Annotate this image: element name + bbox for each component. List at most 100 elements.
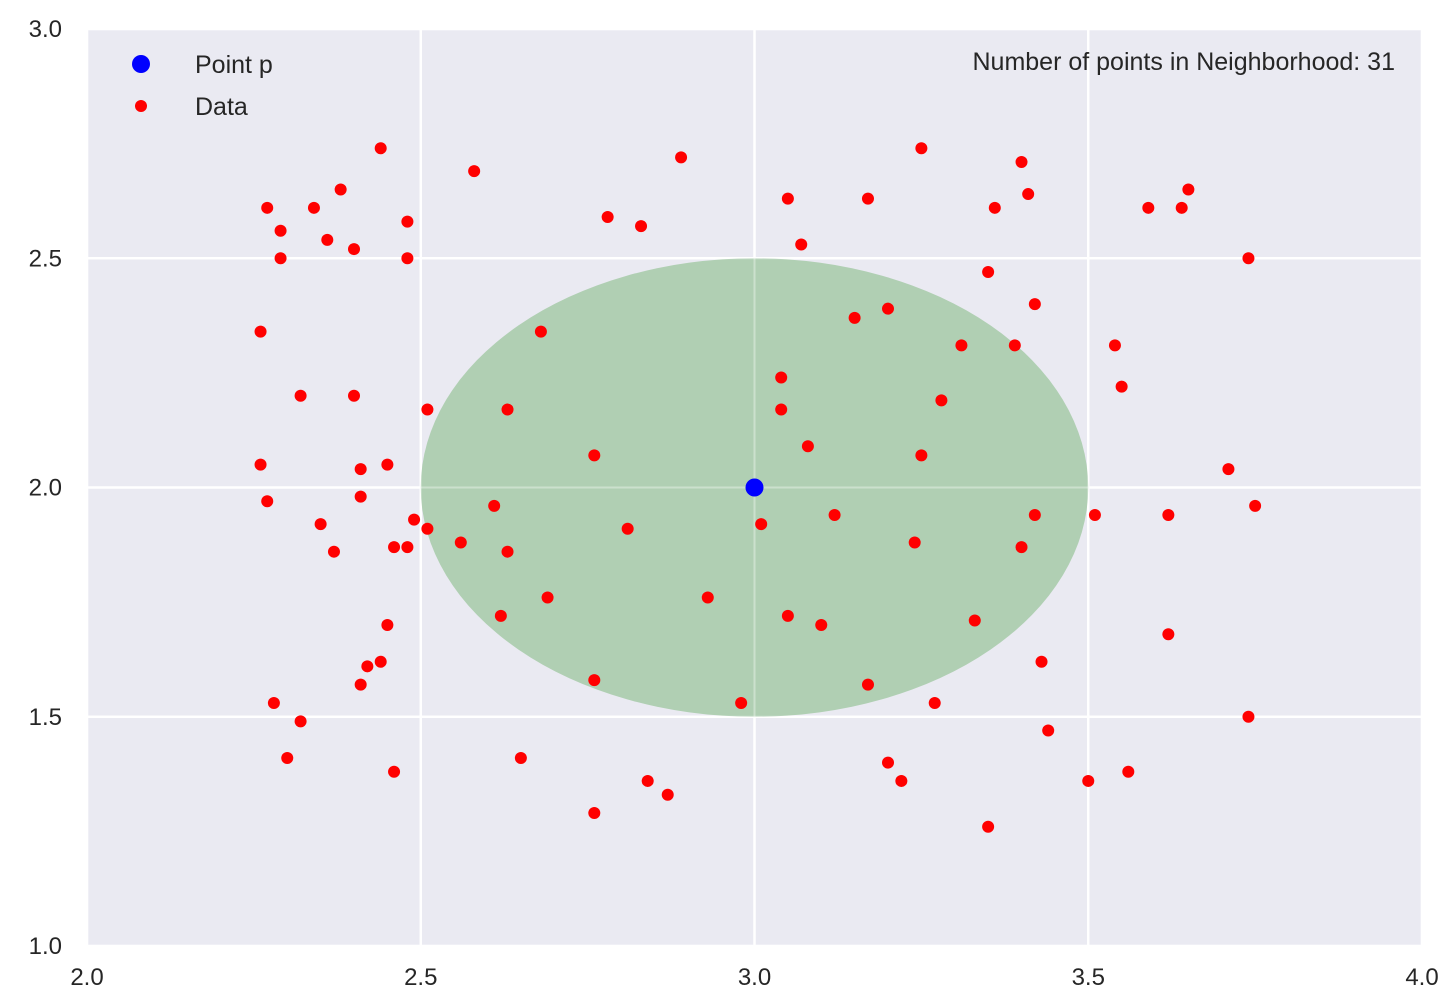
data-point [274,252,287,265]
data-point [928,696,941,709]
data-point [354,463,367,476]
data-point [321,233,334,246]
data-point [1242,710,1255,723]
data-point [775,403,788,416]
data-point [915,142,928,155]
data-point [334,183,347,196]
x-tick-label: 3.0 [738,964,771,991]
data-point [388,541,401,554]
y-tick-label: 1.5 [29,704,62,731]
y-tick-label: 3.0 [29,16,62,43]
data-point [494,609,507,622]
point-p-marker [745,478,764,497]
data-point [354,678,367,691]
data-point [388,765,401,778]
data-point [408,513,421,526]
data-point [381,619,394,632]
data-point [348,389,360,402]
data-point [955,339,968,352]
legend-label-point-p: Point p [195,51,273,79]
legend-marker-point-p [132,55,150,73]
data-point [307,201,320,214]
data-point [968,614,981,627]
x-tick-label: 2.0 [70,964,103,991]
legend-label-data: Data [195,93,248,121]
data-point [781,192,794,205]
data-point [501,403,514,416]
data-point [1222,463,1235,476]
data-point [775,371,788,384]
data-point [988,201,1001,214]
data-point [735,696,748,709]
data-point [588,807,601,820]
data-point [982,266,995,279]
data-point [861,192,874,205]
data-point [908,536,921,549]
data-point [454,536,467,549]
data-point [294,389,307,402]
data-point [1022,188,1035,201]
data-point [1122,765,1135,778]
data-point [1115,380,1128,393]
data-points [254,142,1262,833]
y-tick-label: 1.0 [29,933,62,960]
data-point [935,394,948,407]
data-point [514,752,527,765]
data-point [254,458,267,471]
data-point [401,215,414,228]
x-axis-ticks: 2.0 2.5 3.0 3.5 4.0 [70,964,1438,991]
data-point [1162,628,1175,641]
data-point [588,449,601,462]
data-point [588,674,601,687]
data-point [635,220,648,233]
data-point [267,696,280,709]
y-axis-ticks: 1.0 1.5 2.0 2.5 3.0 [29,16,62,960]
legend: Point p Data [132,51,273,121]
data-point [675,151,688,164]
data-point [501,545,514,558]
data-point [274,224,287,237]
data-point [468,165,481,178]
data-point [254,325,267,338]
data-point [488,499,501,512]
data-point [401,541,414,554]
data-point [1028,509,1041,522]
data-point [1242,252,1255,265]
data-point [1008,339,1021,352]
data-point [348,243,360,256]
data-point [361,660,374,673]
y-tick-label: 2.0 [29,475,62,502]
data-point [374,142,387,155]
data-point [661,788,674,801]
data-point [601,210,614,223]
data-point [1042,724,1055,737]
data-point [621,522,634,535]
data-point [815,619,828,632]
data-point [1182,183,1195,196]
data-point [848,311,861,324]
data-point [795,238,808,251]
data-point [882,756,894,769]
data-point [1015,155,1028,168]
data-point [261,495,274,508]
neighborhood-count-annotation: Number of points in Neighborhood: 31 [973,48,1396,76]
data-point [421,403,434,416]
data-point [354,490,367,503]
data-point [1249,499,1262,512]
data-point [381,458,394,471]
data-point [374,655,387,668]
data-point [828,509,841,522]
data-point [882,302,894,315]
data-point [915,449,928,462]
data-point [801,440,814,453]
legend-marker-data [135,100,147,112]
data-point [1015,541,1028,554]
data-point [534,325,547,338]
data-point [541,591,554,604]
data-point [895,774,908,787]
data-point [1108,339,1121,352]
data-point [641,774,654,787]
grid-overlay [86,28,1423,947]
data-point [421,522,434,535]
